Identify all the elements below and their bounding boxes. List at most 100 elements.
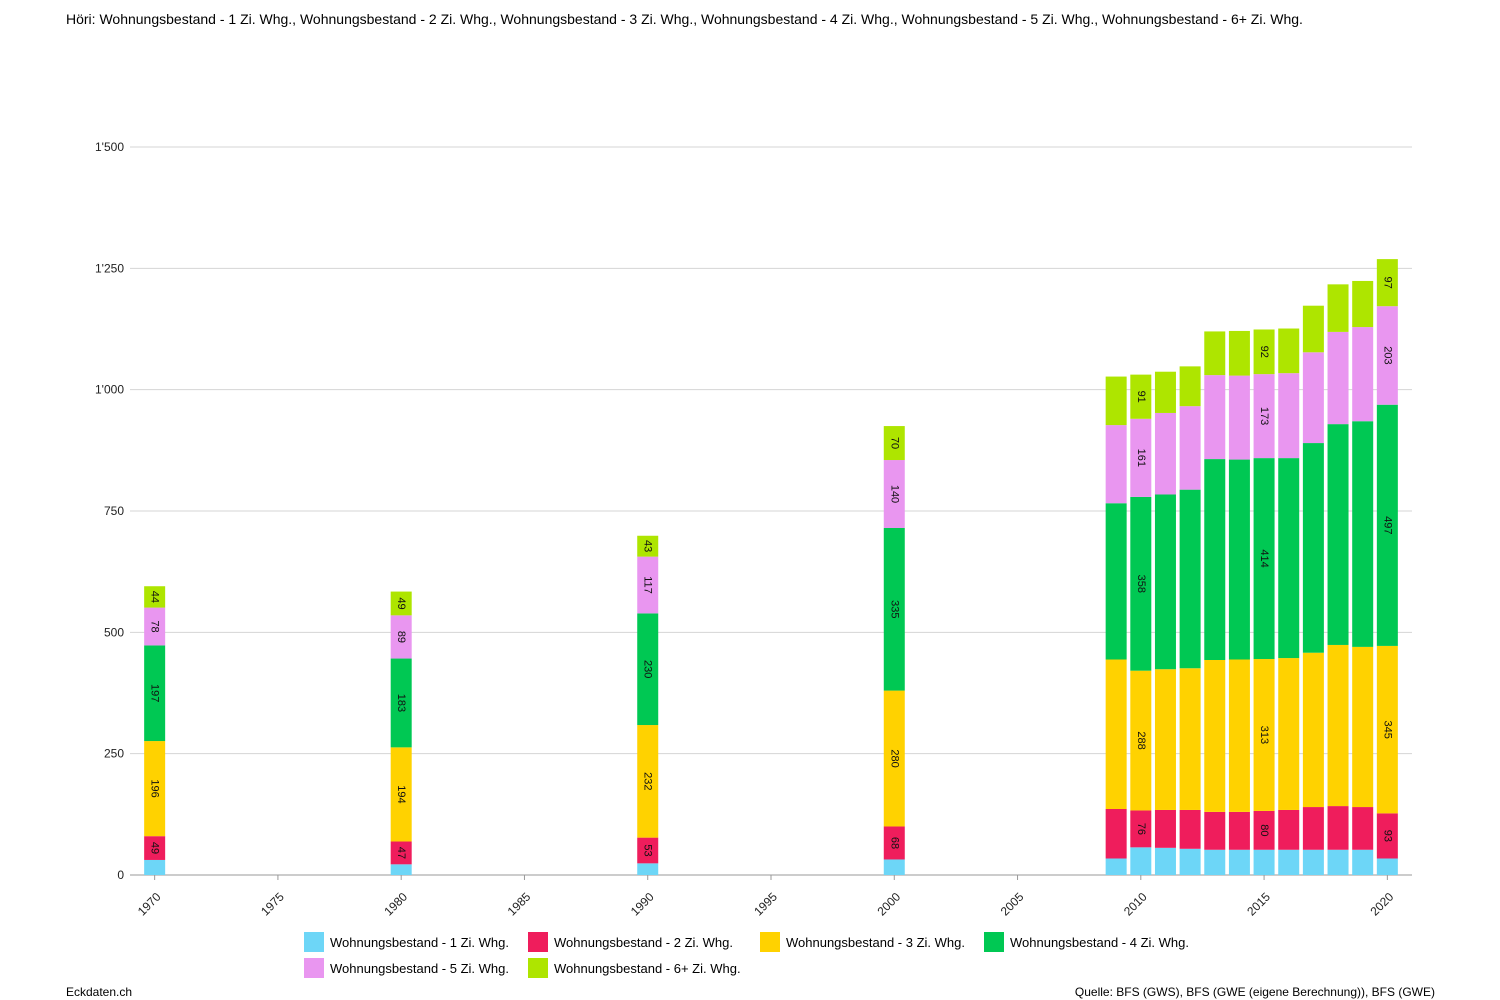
bar-value-label: 345 [1381,720,1393,738]
bar-value-label: 49 [149,842,161,854]
bar-value-label: 197 [149,684,161,702]
brand-label: Eckdaten.ch [66,985,133,999]
bar-segment [1352,280,1374,328]
bar-value-label: 280 [888,749,900,767]
bar-value-label: 47 [395,847,407,859]
bar-segment [1204,849,1226,875]
bar-segment [1204,811,1226,850]
x-tick-label: 1970 [135,889,164,918]
bar-segment [1179,366,1201,407]
bar-segment [637,837,659,864]
bar-segment [1253,659,1275,811]
legend-swatch [528,958,548,978]
x-tick-label: 1985 [505,889,534,918]
bar-segment [1130,670,1152,811]
bar-segment [390,841,412,865]
bars [144,259,1398,875]
bar-segment [1228,849,1250,875]
x-tick-label: 2020 [1368,889,1397,918]
bar-value-label: 497 [1381,516,1393,534]
source-label: Quelle: BFS (GWS), BFS (GWE (eigene Bere… [1074,985,1435,999]
x-tick-label: 2015 [1244,889,1273,918]
bar-segment [1302,352,1324,444]
bar-segment [1302,807,1324,850]
legend-label: Wohnungsbestand - 5 Zi. Whg. [330,960,509,976]
bar-segment [1179,406,1201,490]
bar-segment [1253,849,1275,875]
stacked-bar-chart: 49 196 197 78 44 47 194 183 89 49 53 232 230 117 43 68 2… [95,140,1412,918]
bar-segment [1179,668,1201,810]
bar-value-label: 68 [888,837,900,849]
x-tick-label: 1990 [628,889,657,918]
legend-label: Wohnungsbestand - 3 Zi. Whg. [786,934,965,950]
bar-segment [1204,375,1226,460]
data-labels: 49 196 197 78 44 47 194 183 89 49 53 232 230 117 43 68 2… [149,277,1394,860]
bar-segment [1154,847,1176,875]
x-tick-label: 1995 [751,889,780,918]
bar-segment [1278,658,1300,810]
bar-segment [883,527,905,691]
bar-segment [1352,807,1374,850]
legend-item: Wohnungsbestand - 6+ Zi. Whg. [528,958,741,978]
y-tick-label: 1'000 [95,383,124,397]
bar-segment [1105,808,1127,859]
bar-segment [1302,443,1324,653]
bar-segment [1278,849,1300,875]
y-tick-label: 500 [104,625,124,639]
bar-segment [1130,418,1152,497]
bar-segment [1105,425,1127,504]
bar-value-label: 89 [395,631,407,643]
bar-segment [390,747,412,842]
bar-segment [144,586,166,608]
legend-item: Wohnungsbestand - 4 Zi. Whg. [984,932,1189,952]
bar-value-label: 196 [149,779,161,797]
bar-segment [1278,373,1300,459]
bar-segment [637,556,659,614]
bar-segment [637,613,659,726]
bar-value-label: 140 [888,485,900,503]
bar-segment [1154,809,1176,848]
bar-segment [1154,494,1176,670]
bar-segment [1130,496,1152,671]
bar-value-label: 91 [1135,391,1147,403]
bar-segment [1253,374,1275,459]
bar-segment [1179,809,1201,849]
bar-segment [1204,459,1226,660]
bar-segment [1130,810,1152,848]
bar-value-label: 97 [1381,277,1393,289]
x-tick-label: 2010 [1121,889,1150,918]
legend-label: Wohnungsbestand - 6+ Zi. Whg. [554,960,741,976]
y-tick-label: 1'250 [95,261,124,275]
bar-segment [1130,847,1152,875]
bar-segment [1376,858,1398,875]
bar-value-label: 183 [395,694,407,712]
legend-swatch [984,932,1004,952]
bar-segment [144,607,166,646]
bar-segment [144,859,166,875]
bar-segment [1352,646,1374,808]
bar-segment [144,741,166,837]
y-axis: 0 250 500 750 1'000 1'250 1'500 [95,140,124,882]
bar-segment [1228,659,1250,812]
x-axis: 1970 1975 1980 1985 1990 1995 2000 2005 2010 2015… [135,875,1397,918]
bar-value-label: 230 [642,660,654,678]
bar-segment [390,658,412,748]
bar-segment [1204,331,1226,376]
bar-value-label: 53 [642,844,654,856]
legend-item: Wohnungsbestand - 1 Zi. Whg. [304,932,509,952]
bar-segment [883,690,905,827]
bar-segment [883,859,905,875]
bar-segment [1105,503,1127,660]
bar-segment [1327,806,1349,850]
bar-segment [637,725,659,838]
bar-segment [1253,810,1275,850]
bar-segment [1352,327,1374,422]
bar-segment [1302,305,1324,353]
bar-segment [1327,284,1349,332]
bar-value-label: 194 [395,785,407,803]
legend-item: Wohnungsbestand - 3 Zi. Whg. [760,932,965,952]
bar-segment [1154,412,1176,495]
bar-segment [1352,849,1374,875]
bar-segment [883,426,905,461]
bar-segment [1376,404,1398,646]
